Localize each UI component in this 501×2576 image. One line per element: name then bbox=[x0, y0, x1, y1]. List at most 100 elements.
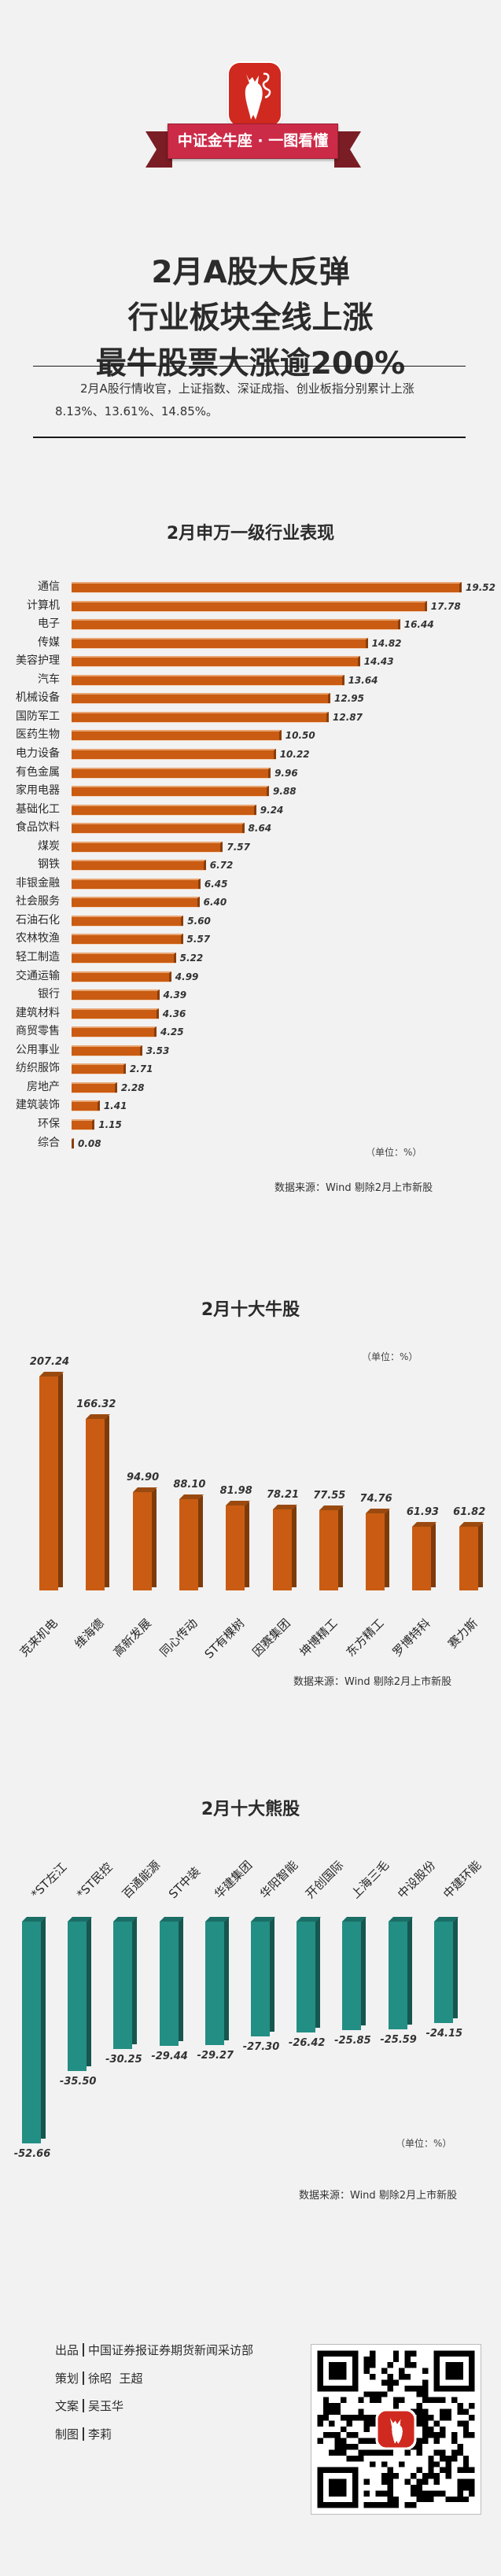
bear-chart-title: 2月十大熊股 bbox=[201, 1800, 300, 1819]
bear-stock-label: 开创国际 bbox=[303, 1858, 347, 1902]
page-title-line-3: 最牛股票大涨逾200% bbox=[95, 346, 406, 381]
industry-bar bbox=[72, 823, 245, 834]
bull-stock-label: 罗博特科 bbox=[389, 1616, 434, 1660]
industry-value: 2.71 bbox=[129, 1063, 153, 1075]
industry-bar-row: 汽车 13.64 bbox=[0, 671, 501, 689]
industry-label: 汽车 bbox=[38, 673, 60, 686]
industry-bar bbox=[72, 1045, 142, 1056]
industry-bar-row: 食品饮料 8.64 bbox=[0, 819, 501, 837]
industry-bar-row: 通信 19.52 bbox=[0, 578, 501, 596]
industry-bar-row: 公用事业 3.53 bbox=[0, 1041, 501, 1060]
industry-bar bbox=[72, 1082, 117, 1093]
industry-label: 银行 bbox=[38, 988, 60, 1001]
credit-role: 制图 bbox=[55, 2427, 79, 2441]
industry-bar bbox=[72, 693, 331, 704]
bear-value: -27.30 bbox=[242, 2041, 280, 2054]
industry-value: 2.28 bbox=[120, 1082, 145, 1093]
separator bbox=[83, 2427, 85, 2441]
bull-stock-label: 东方精工 bbox=[343, 1616, 387, 1660]
industry-bar bbox=[72, 1008, 159, 1019]
bear-value: -25.85 bbox=[334, 2035, 371, 2047]
industry-value: 14.82 bbox=[371, 637, 402, 649]
page-title-line-1: 2月A股大反弹 bbox=[151, 255, 350, 290]
industry-label: 传媒 bbox=[38, 636, 60, 649]
bear-bar-side bbox=[86, 1917, 92, 2067]
industry-label: 社会服务 bbox=[16, 895, 60, 908]
bull-chart-unit: （单位：%） bbox=[362, 1351, 418, 1362]
industry-bar-row: 美容护理 14.43 bbox=[0, 652, 501, 670]
bull-bar-side bbox=[430, 1523, 437, 1587]
industry-bar-row: 国防军工 12.87 bbox=[0, 708, 501, 726]
bull-bar bbox=[179, 1499, 198, 1590]
industry-value: 5.22 bbox=[179, 953, 204, 964]
bear-bar-side bbox=[131, 1917, 138, 2044]
industry-value: 4.39 bbox=[163, 989, 187, 1001]
bear-stock-label: ST中装 bbox=[165, 1864, 203, 1902]
industry-value: 9.24 bbox=[260, 804, 284, 816]
industry-label: 有色金属 bbox=[16, 765, 60, 779]
credit-role: 文案 bbox=[55, 2399, 79, 2413]
bull-bar-side bbox=[290, 1506, 297, 1587]
industry-value: 9.88 bbox=[273, 786, 297, 798]
industry-value: 5.57 bbox=[186, 934, 211, 945]
industry-value: 5.60 bbox=[187, 915, 211, 927]
bull-stock-label: ST有棵树 bbox=[201, 1616, 247, 1662]
industry-bar-row: 机械设备 12.95 bbox=[0, 689, 501, 707]
bear-bar bbox=[388, 1922, 407, 2030]
bull-bar-side bbox=[57, 1373, 63, 1587]
industry-label: 非银金融 bbox=[16, 876, 60, 890]
bear-bar bbox=[113, 1922, 133, 2049]
bear-stock-label: *ST左江 bbox=[28, 1859, 70, 1902]
intro-paragraph: 2月A股行情收官，上证指数、深证成指、创业板指分别累计上涨8.13%、13.61… bbox=[55, 381, 414, 418]
industry-bar-row: 轻工制造 5.22 bbox=[0, 949, 501, 967]
bear-bar bbox=[342, 1922, 362, 2031]
bull-stock-label: 坤博精工 bbox=[297, 1616, 341, 1660]
industry-bar bbox=[72, 656, 360, 667]
qr-code-icon[interactable] bbox=[311, 2344, 481, 2515]
divider-top-line bbox=[33, 366, 466, 367]
bear-value: -30.25 bbox=[105, 2053, 142, 2066]
bear-bar bbox=[251, 1922, 270, 2037]
bear-value: -24.15 bbox=[425, 2028, 463, 2040]
industry-bar bbox=[72, 841, 223, 852]
industry-bar-row: 房地产 2.28 bbox=[0, 1078, 501, 1096]
bull-stock-label: 高新发展 bbox=[110, 1616, 154, 1660]
industry-chart-unit: （单位：%） bbox=[366, 1147, 422, 1158]
industry-bar bbox=[72, 748, 276, 759]
industry-label: 医药生物 bbox=[16, 728, 60, 742]
bull-stock-label: 因赛集团 bbox=[250, 1616, 294, 1660]
industry-bar-row: 社会服务 6.40 bbox=[0, 893, 501, 911]
industry-label: 纺织服饰 bbox=[16, 1062, 60, 1075]
bull-stock-label: 赛力斯 bbox=[444, 1616, 481, 1652]
bull-chart-title: 2月十大牛股 bbox=[201, 1300, 300, 1320]
industry-bar bbox=[72, 1026, 157, 1037]
industry-bar bbox=[72, 989, 160, 1001]
industry-bar bbox=[72, 897, 200, 908]
bull-bar-side bbox=[197, 1496, 203, 1587]
bull-value: 61.93 bbox=[406, 1505, 439, 1518]
bull-value: 77.55 bbox=[313, 1490, 346, 1502]
industry-bar bbox=[72, 619, 400, 630]
bull-bar bbox=[39, 1376, 58, 1590]
industry-value: 7.57 bbox=[227, 841, 250, 853]
industry-bar bbox=[72, 786, 270, 797]
industry-label: 计算机 bbox=[27, 599, 60, 612]
bull-value: 74.76 bbox=[359, 1492, 392, 1505]
industry-bar bbox=[72, 711, 330, 722]
bear-bar-side bbox=[269, 1917, 274, 2032]
bear-bar bbox=[22, 1922, 41, 2143]
industry-chart-source: 数据来源：Wind 剔除2月上市新股 bbox=[274, 1182, 433, 1194]
bull-bar bbox=[412, 1526, 432, 1590]
industry-label: 国防军工 bbox=[16, 709, 60, 723]
bear-stock-label: 中建环能 bbox=[440, 1858, 484, 1902]
industry-value: 6.40 bbox=[203, 897, 227, 908]
bull-bar-side bbox=[337, 1507, 343, 1587]
industry-bar-row: 电力设备 10.22 bbox=[0, 745, 501, 763]
bear-stock-label: 华建集团 bbox=[211, 1858, 255, 1902]
credit-name: 李莉 bbox=[88, 2427, 112, 2441]
industry-label: 商贸零售 bbox=[16, 1025, 60, 1038]
bull-value: 88.10 bbox=[173, 1479, 206, 1491]
industry-bar-row: 家用电器 9.88 bbox=[0, 782, 501, 800]
industry-value: 6.72 bbox=[209, 860, 234, 872]
industry-bar-row: 建筑装饰 1.41 bbox=[0, 1096, 501, 1115]
